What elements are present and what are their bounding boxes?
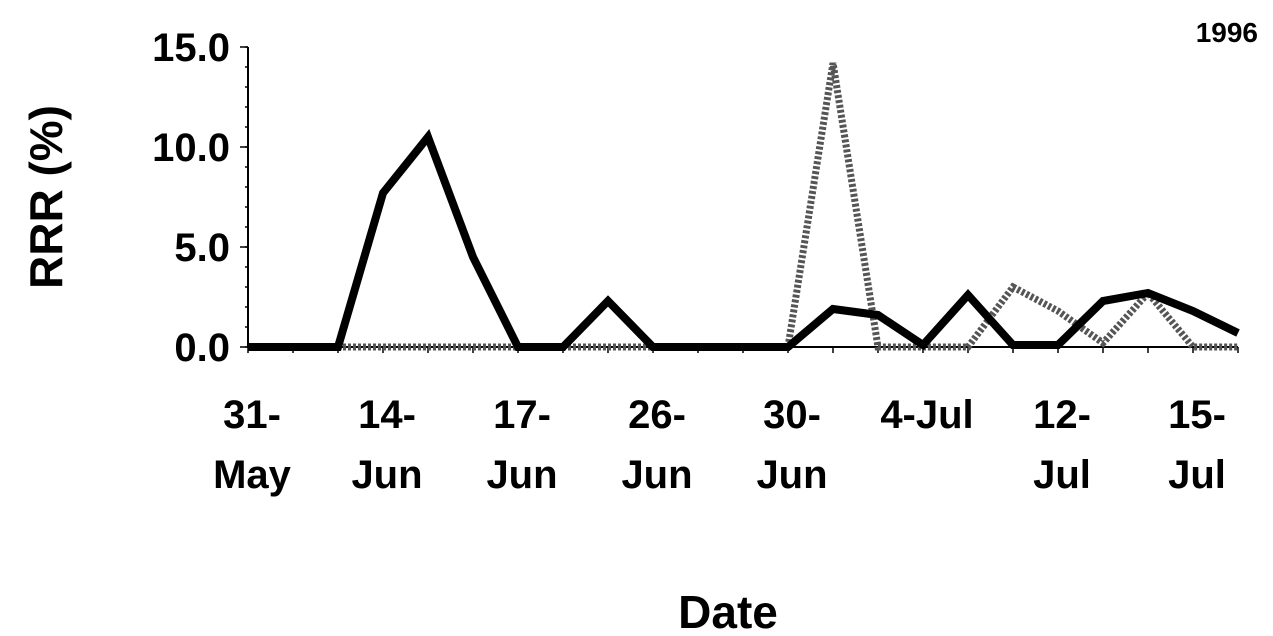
x-tick-label: 17- <box>493 393 551 437</box>
x-tick-label: 4-Jul <box>880 393 973 437</box>
labels: 0.0 5.0 10.0 15.0 31- May 14- Jun 17- Jun 26- Jun 30… <box>20 17 1258 636</box>
x-tick-label: 12- <box>1033 393 1091 437</box>
y-tick-label: 0.0 <box>174 326 230 370</box>
series-layer <box>248 62 1240 351</box>
x-axis-title: Date <box>678 586 778 636</box>
x-tick-label: 31- <box>223 393 281 437</box>
x-tick-label-line2: Jun <box>756 453 827 497</box>
x-tick-label-line2: May <box>213 453 292 497</box>
x-tick-label-line2: Jun <box>621 453 692 497</box>
y-tick-label: 10.0 <box>152 126 230 170</box>
x-tick-label-line2: Jun <box>351 453 422 497</box>
axes <box>240 46 1239 353</box>
x-tick-label-line2: Jul <box>1033 453 1091 497</box>
series-line-1 <box>248 129 1240 351</box>
x-tick-label-line2: Jun <box>486 453 557 497</box>
year-label: 1996 <box>1196 17 1258 48</box>
y-axis-title: RRR (%) <box>20 105 72 289</box>
x-tick-label-line2: Jul <box>1168 453 1226 497</box>
y-tick-label: 5.0 <box>174 226 230 270</box>
y-tick-label: 15.0 <box>152 26 230 70</box>
x-tick-label: 15- <box>1168 393 1226 437</box>
x-tick-label: 14- <box>358 393 416 437</box>
series-line-2 <box>248 62 1238 351</box>
x-tick-label: 26- <box>628 393 686 437</box>
x-tick-label: 30- <box>763 393 821 437</box>
